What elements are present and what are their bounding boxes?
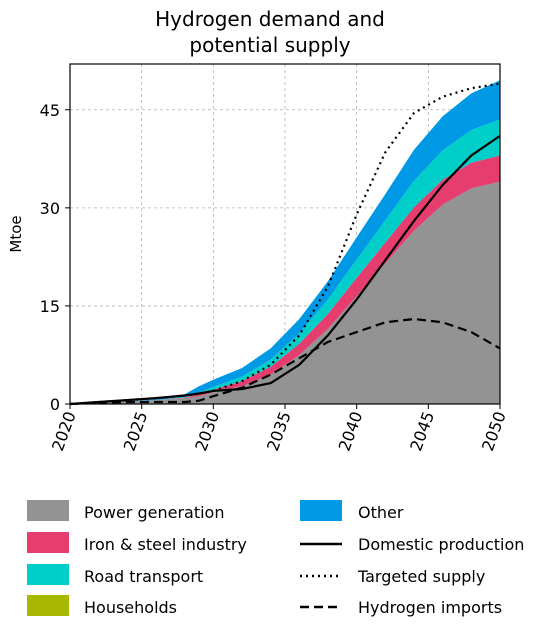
legend-swatch-iron-and-steel-industry	[27, 532, 69, 553]
legend-label-domestic-production: Domestic production	[358, 535, 524, 554]
line-hydrogen-imports	[69, 317, 501, 406]
chart-title-line-1: Hydrogen demand and	[155, 7, 385, 31]
legend-swatch-power-generation	[27, 500, 69, 521]
supply-lines	[69, 82, 501, 406]
area-other	[70, 80, 500, 405]
x-tick-label: 2025	[120, 409, 152, 454]
line-targeted-supply	[69, 82, 501, 406]
x-tick-label: 2045	[406, 409, 438, 454]
y-tick-label: 15	[40, 297, 60, 316]
x-tick-label: 2040	[335, 409, 367, 454]
y-tick-label: 30	[40, 199, 60, 218]
y-tick-label: 45	[40, 101, 60, 120]
x-tick-label: 2050	[478, 409, 510, 454]
y-axis-label: Mtoe	[7, 215, 25, 252]
legend-swatch-households	[27, 595, 69, 616]
area-road-transport	[70, 119, 500, 404]
legend-label-road-transport: Road transport	[84, 567, 203, 586]
legend-label-hydrogen-imports: Hydrogen imports	[358, 598, 502, 617]
legend-swatch-other	[300, 500, 342, 521]
area-power-generation	[70, 181, 500, 404]
area-iron-and-steel-industry	[70, 155, 500, 404]
x-tick-label: 2035	[263, 409, 295, 454]
legend-swatch-road-transport	[27, 564, 69, 585]
x-tick-label: 2030	[191, 409, 223, 454]
x-tick-label: 2020	[48, 409, 80, 454]
legend-label-targeted-supply: Targeted supply	[357, 567, 485, 586]
legend-label-other: Other	[358, 503, 404, 522]
legend-label-households: Households	[84, 598, 177, 617]
chart-title-line-2: potential supply	[189, 33, 350, 57]
legend: Power generation Iron & steel industry Roa…	[27, 500, 524, 617]
stacked-areas	[70, 80, 500, 405]
legend-label-power-generation: Power generation	[84, 503, 224, 522]
line-domestic-production	[69, 134, 501, 406]
legend-label-iron-and-steel-industry: Iron & steel industry	[84, 535, 247, 554]
y-tick-label: 0	[50, 395, 60, 414]
